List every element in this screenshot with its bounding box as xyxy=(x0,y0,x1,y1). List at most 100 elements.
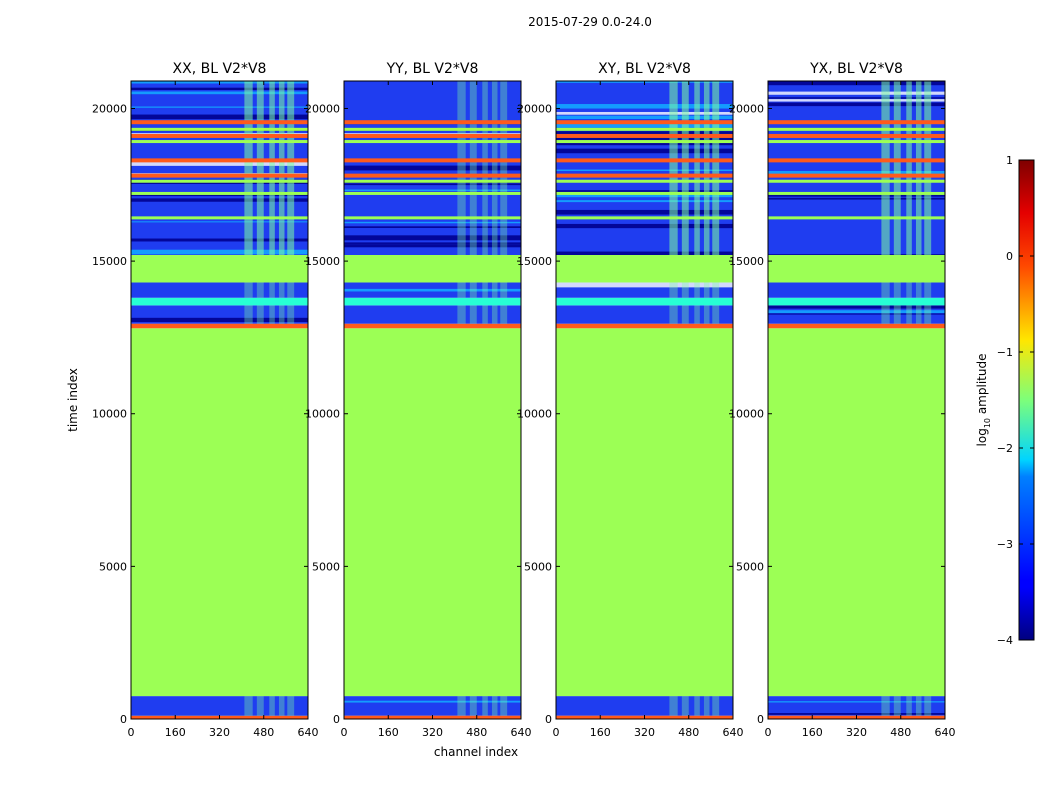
panel-image xyxy=(768,81,945,719)
rfi-block xyxy=(881,282,890,298)
bright-line xyxy=(131,127,308,131)
rfi-block xyxy=(491,696,498,716)
colorbar-label-sub: 10 xyxy=(983,418,992,428)
noise-stripe xyxy=(556,251,733,255)
y-tick-label: 0 xyxy=(333,713,340,726)
rfi-block xyxy=(256,305,264,324)
colorbar-label-main: log xyxy=(975,428,989,446)
noise-stripe xyxy=(131,114,308,120)
rfi-block xyxy=(244,282,253,298)
y-tick-label: 5000 xyxy=(524,560,552,573)
rfi-block xyxy=(694,282,700,298)
x-tick-label: 160 xyxy=(802,726,823,739)
bright-line xyxy=(556,127,733,131)
bright-line xyxy=(344,140,521,144)
rfi-block xyxy=(906,696,912,716)
noise-stripe xyxy=(556,148,733,154)
band-noise xyxy=(131,282,308,298)
noise-stripe xyxy=(344,165,521,171)
noise-stripe xyxy=(131,91,308,95)
noise-stripe xyxy=(344,235,521,241)
band-flat xyxy=(131,255,308,283)
bright-line xyxy=(768,140,945,144)
rfi-block xyxy=(469,305,477,324)
y-axis-label: time index xyxy=(66,368,80,432)
flag-line xyxy=(131,133,308,138)
bright-line xyxy=(556,179,733,183)
rfi-block xyxy=(457,81,466,255)
rfi-block xyxy=(457,305,466,324)
rfi-block xyxy=(500,282,508,298)
rfi-block xyxy=(469,282,477,298)
noise-stripe xyxy=(344,700,521,703)
panel-image xyxy=(344,81,521,719)
rfi-block xyxy=(287,305,295,324)
panel-3: YX, BL V2*V8 0 160 320 480 640 0 5000 10000 15000… xyxy=(729,61,956,739)
noise-stripe xyxy=(556,123,733,128)
rfi-block xyxy=(482,305,488,324)
x-tick-label: 0 xyxy=(128,726,135,739)
colorbar-label: log10 amplitude xyxy=(975,354,992,447)
x-tick-label: 480 xyxy=(678,726,699,739)
x-tick-label: 480 xyxy=(253,726,274,739)
bright-line xyxy=(131,179,308,183)
noise-stripe xyxy=(768,313,945,315)
bright-line xyxy=(344,216,521,220)
x-tick-label: 320 xyxy=(209,726,230,739)
x-tick-label: 480 xyxy=(890,726,911,739)
band-noise xyxy=(131,696,308,716)
rfi-block xyxy=(491,81,498,255)
noise-stripe xyxy=(344,288,521,292)
flag-line xyxy=(556,173,733,178)
panel-image xyxy=(556,81,733,719)
flag-line xyxy=(556,120,733,125)
noise-stripe xyxy=(131,87,308,91)
bright-line xyxy=(344,127,521,131)
rfi-block xyxy=(694,81,700,255)
y-tick-label: 0 xyxy=(120,713,127,726)
x-tick-label: 640 xyxy=(935,726,956,739)
noise-stripe xyxy=(556,169,733,172)
rfi-block xyxy=(924,696,932,716)
noise-stripe xyxy=(556,200,733,203)
rfi-block xyxy=(457,696,466,716)
bright-line xyxy=(768,216,945,220)
suptitle: 2015-07-29 0.0-24.0 xyxy=(528,15,652,29)
rfi-block xyxy=(881,305,890,324)
flag-line xyxy=(768,158,945,163)
noise-stripe xyxy=(131,106,308,108)
noise-stripe xyxy=(344,183,521,186)
noise-stripe xyxy=(131,249,308,255)
flag-line xyxy=(768,173,945,178)
noise-stripe xyxy=(556,131,733,136)
rfi-block xyxy=(703,305,710,324)
panel-title: XX, BL V2*V8 xyxy=(173,61,267,77)
flag-line xyxy=(344,173,521,178)
noise-stripe xyxy=(768,102,945,107)
panel-1: YY, BL V2*V8 0 160 320 480 640 0 5000 10000 15000… xyxy=(305,61,532,739)
noise-stripe xyxy=(768,254,945,255)
rfi-block xyxy=(712,282,720,298)
bright-line xyxy=(131,216,308,220)
noise-stripe xyxy=(768,713,945,715)
noise-stripe xyxy=(768,170,945,175)
rfi-block xyxy=(694,305,700,324)
x-tick-label: 320 xyxy=(846,726,867,739)
noise-stripe xyxy=(131,221,308,223)
rfi-block xyxy=(893,81,901,255)
flag-line xyxy=(344,120,521,125)
rfi-block xyxy=(681,81,689,255)
rfi-block xyxy=(924,282,932,298)
y-tick-label: 0 xyxy=(757,713,764,726)
panel-image xyxy=(131,81,308,719)
noise-stripe xyxy=(556,209,733,215)
rfi-block xyxy=(669,81,678,255)
x-tick-label: 0 xyxy=(553,726,560,739)
rfi-block xyxy=(278,696,285,716)
y-tick-label: 10000 xyxy=(92,408,127,421)
rfi-block xyxy=(681,305,689,324)
rfi-block xyxy=(694,696,700,716)
noise-stripe xyxy=(768,310,945,314)
rfi-block xyxy=(915,305,922,324)
y-tick-label: 5000 xyxy=(99,560,127,573)
